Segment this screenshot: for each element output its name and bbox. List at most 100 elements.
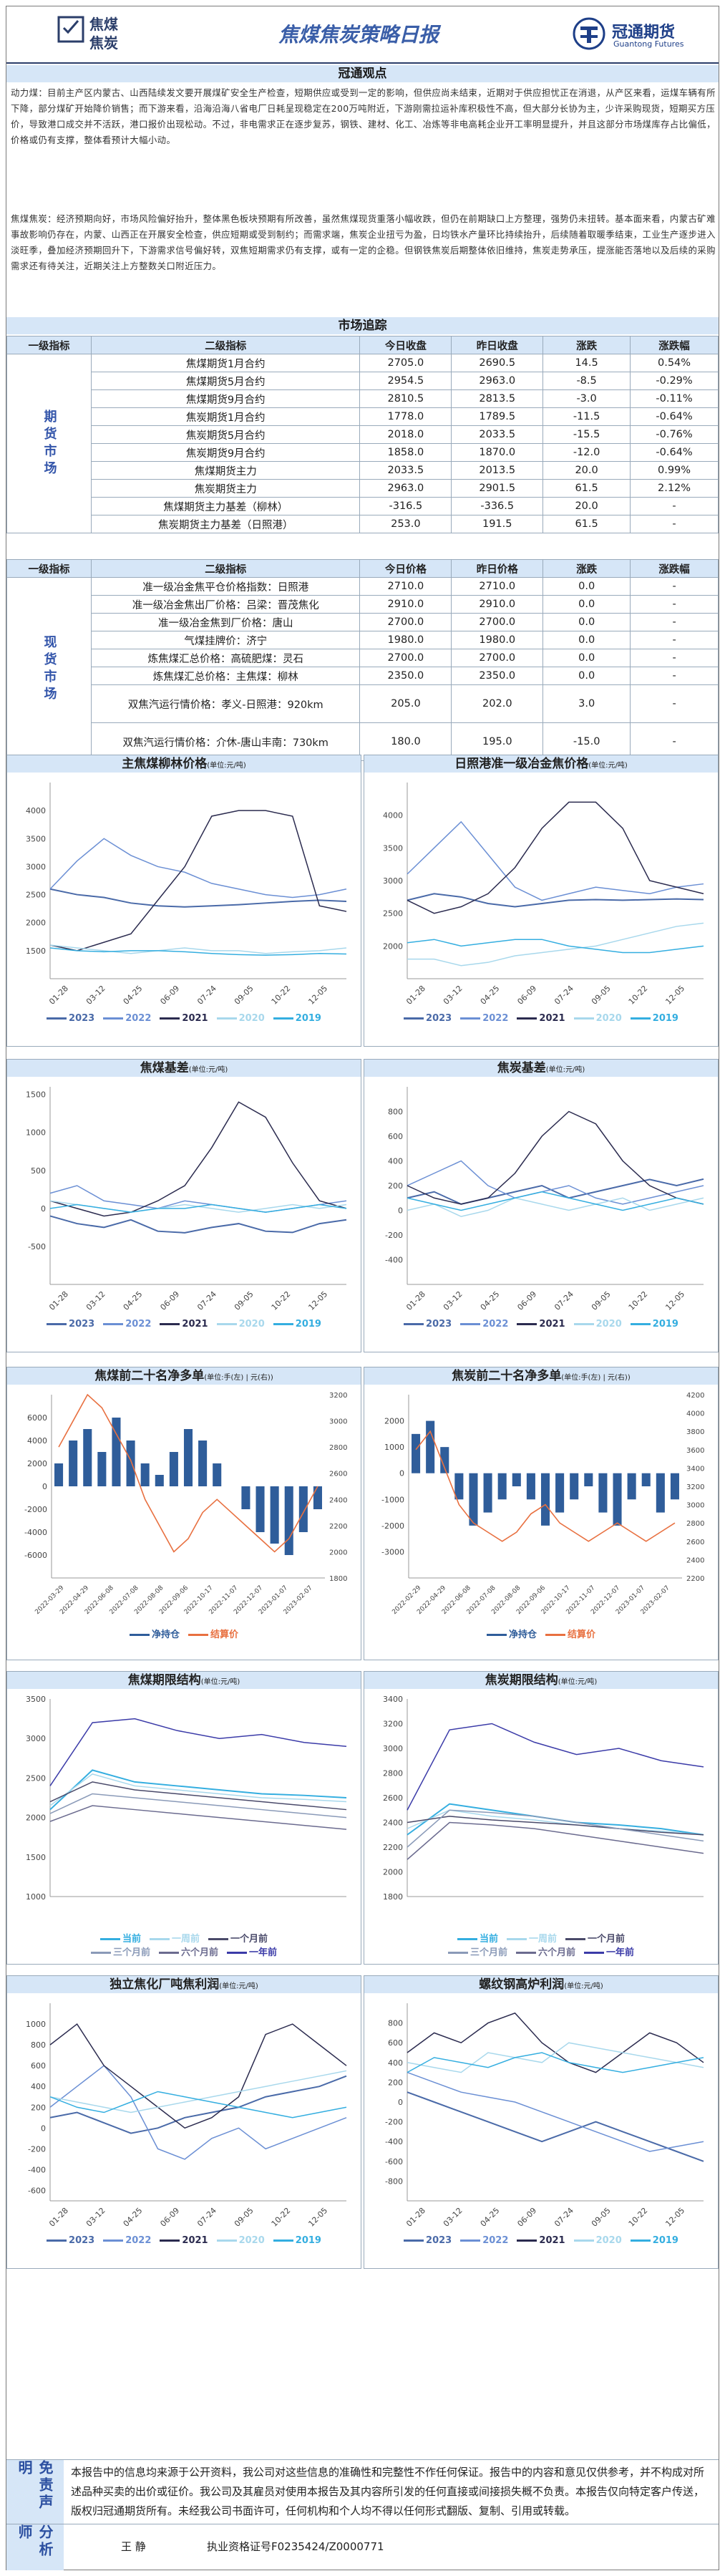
futures-cell: -316.5 (359, 497, 452, 515)
x-tick-label: 12-05 (663, 1289, 686, 1312)
series-line (49, 2065, 347, 2160)
x-tick-label: 03-12 (442, 984, 464, 1007)
futures-cell: - (630, 515, 719, 533)
y-tick-label: 3500 (383, 843, 403, 853)
y-tick-label: 0 (41, 2124, 46, 2133)
spot-cell: 0.0 (542, 649, 631, 667)
col-header: 涨跌 (542, 559, 631, 578)
futures-cell: 2901.5 (451, 479, 544, 498)
futures-cell: 2954.5 (359, 372, 452, 390)
y-tick-label: 6000 (27, 1413, 47, 1423)
x-tick-label: 04-25 (479, 984, 502, 1007)
net-position-bar (584, 1473, 593, 1486)
series-line (49, 1215, 347, 1234)
futures-row: 焦煤期货主力 2033.5 2013.5 20.0 0.99% (7, 461, 719, 480)
x-tick-label: 07-24 (553, 984, 575, 1007)
chart-title-text: 焦煤前二十名净多单 (94, 1369, 205, 1383)
chart-legend: 2023 2022 2021 2020 2019 (7, 2235, 361, 2246)
legend-swatch (227, 1952, 247, 1954)
legend-label: 2023 (426, 2235, 452, 2246)
legend-label: 2020 (238, 2235, 265, 2246)
spot-cell: 2350.0 (359, 667, 452, 685)
series-line (407, 1821, 704, 1860)
y-tick-label: -2000 (24, 1505, 47, 1514)
spot-cell: 2700.0 (451, 613, 544, 631)
series-line (407, 1191, 704, 1211)
chart-panel: 焦炭前二十名净多单(单位:手(左) | 元(右)) -3000 -2000 -1000… (364, 1367, 719, 1660)
legend-label: 净持仓 (151, 1630, 180, 1640)
legend-item: 六个月前 (158, 1947, 218, 1958)
net-position-bar (97, 1452, 107, 1486)
spot-cell: 准一级冶金焦到厂价格：唐山 (90, 613, 361, 631)
futures-cell: 2018.0 (359, 425, 452, 444)
legend-item: 2023 (47, 1013, 94, 1024)
y-tick-label: 2500 (26, 1773, 46, 1783)
futures-cell: 61.5 (542, 479, 631, 498)
chart-panel: 焦煤基差(单位:元/吨) -500 0 500 1000 1500 01-28 03-12 04… (6, 1059, 361, 1352)
x-tick-label: 06-09 (158, 1289, 181, 1312)
chart-title: 焦煤期限结构(单位:元/吨) (7, 1672, 361, 1689)
chart-panel: 焦炭基差(单位:元/吨) -400 -200 0 200 400 600 800 01-28 03… (364, 1059, 719, 1352)
y-tick-label: -600 (385, 2157, 403, 2166)
chart-svg: 1800 2000 2200 2400 2600 2800 3000 3200 3400 (383, 1695, 704, 1902)
y-tick-label: -200 (28, 2144, 46, 2154)
y-tick-label: 0 (398, 2098, 403, 2107)
y2-tick-label: 2400 (686, 1556, 704, 1564)
legend-swatch (160, 1017, 180, 1020)
y-tick-label: 2000 (26, 919, 46, 928)
net-position-bar (155, 1475, 164, 1486)
chart-title: 主焦煤柳林价格(单位:元/吨) (7, 755, 361, 773)
legend-label: 2019 (295, 1319, 321, 1330)
series-line (407, 1809, 704, 1848)
chart-title-text: 螺纹钢高炉利润 (479, 1977, 565, 1992)
legend-item: 2023 (47, 2235, 94, 2246)
x-tick-label: 12-05 (306, 1289, 329, 1312)
net-position-bar (256, 1486, 265, 1532)
futures-cell: 1858.0 (359, 443, 452, 462)
x-tick-label: 09-05 (233, 984, 256, 1007)
chart-title: 焦炭期限结构(单位:元/吨) (364, 1672, 718, 1689)
futures-cell: -0.76% (630, 425, 719, 444)
chart-svg: 1500 2000 2500 3000 3500 4000 01-28 03-12 04-25 0… (26, 783, 347, 1007)
legend-swatch (460, 2240, 481, 2242)
futures-cell: -15.5 (542, 425, 631, 444)
chart-legend: 2023 2022 2021 2020 2019 (7, 1319, 361, 1330)
futures-cell: 1870.0 (451, 443, 544, 462)
legend-swatch (273, 1323, 293, 1325)
analyst-cert: 执业资格证号F0235424/Z0000771 (207, 2540, 384, 2553)
legend-label: 2022 (125, 1013, 152, 1024)
report-page: 焦煤 焦炭 焦煤焦炭策略日报 冠通期货 Guantong Futures 冠通观点… (6, 6, 719, 2570)
net-position-bar (440, 1447, 449, 1473)
net-position-bar (627, 1473, 636, 1500)
y2-tick-label: 2800 (329, 1444, 347, 1452)
col-header: 一级指标 (6, 559, 92, 578)
legend-swatch (515, 1952, 536, 1954)
x-tick-label: 07-24 (553, 1289, 575, 1312)
futures-cell: 2963.0 (451, 372, 544, 390)
brand-logo: 冠通期货 Guantong Futures (572, 16, 708, 55)
spot-row: 准一级冶金焦到厂价格：唐山 2700.0 2700.0 0.0- (7, 613, 719, 631)
view-paragraph-coke: 焦煤焦炭：经济预期向好，市场风险偏好抬升，整体黑色板块预期有所改善，虽然焦煤现货… (11, 213, 716, 271)
futures-row: 焦煤期货9月合约 2810.5 2813.5 -3.0 -0.11% (7, 389, 719, 408)
spot-cell: 1980.0 (451, 631, 544, 649)
x-tick-label: 09-05 (233, 1289, 256, 1312)
legend-swatch (404, 1017, 424, 1020)
legend-swatch (565, 1938, 585, 1940)
chart-title: 日照港准一级冶金焦价格(单位:元/吨) (364, 755, 718, 773)
futures-row: 焦炭期货主力 2963.0 2901.5 61.5 2.12% (7, 479, 719, 498)
legend-label: 结算价 (568, 1630, 596, 1640)
futures-cell: -0.29% (630, 372, 719, 390)
y-tick-label: 1500 (26, 1090, 46, 1100)
legend-swatch (208, 1938, 228, 1940)
col-header: 二级指标 (90, 336, 361, 354)
legend-item: 2022 (103, 1013, 151, 1024)
y2-tick-label: 3000 (329, 1418, 347, 1426)
x-tick-label: 12-05 (306, 984, 329, 1007)
legend-label: 当前 (479, 1934, 498, 1945)
spot-group-label: 现货市场 (6, 577, 92, 761)
series-line (49, 2023, 347, 2129)
series-line (49, 1793, 347, 1819)
logo-text-2: 焦炭 (89, 34, 118, 52)
legend-item: 2021 (517, 2235, 565, 2246)
y2-tick-label: 3400 (686, 1465, 704, 1473)
